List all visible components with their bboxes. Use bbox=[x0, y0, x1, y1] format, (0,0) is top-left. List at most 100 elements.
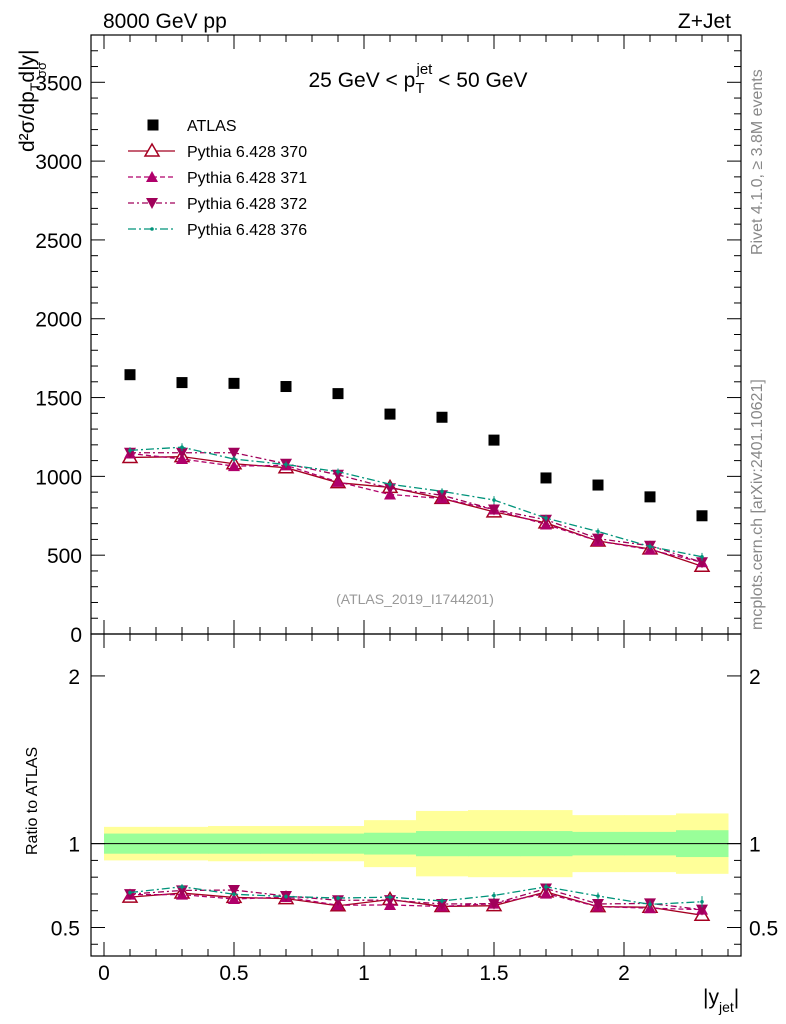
series-4-ratio-point bbox=[284, 894, 288, 899]
x-tick-label: 1 bbox=[358, 962, 370, 985]
y-tick-label: 2500 bbox=[35, 230, 82, 253]
ratio-y-tick-label: 1 bbox=[68, 834, 80, 857]
x-tick-label: 1.5 bbox=[479, 962, 508, 985]
y-tick-label: 1000 bbox=[35, 466, 82, 489]
collision-label: 8000 GeV pp bbox=[103, 10, 227, 33]
series-3-line bbox=[130, 452, 703, 563]
y-tick-label: 1500 bbox=[35, 388, 82, 411]
legend-series-4-marker bbox=[150, 227, 154, 231]
x-label-main: |y bbox=[703, 986, 719, 1009]
atlas-data-point bbox=[644, 491, 656, 503]
series-3-ratio-point bbox=[176, 885, 188, 897]
x-tick-label: 0.5 bbox=[219, 962, 248, 985]
legend-series-2-marker bbox=[146, 171, 158, 182]
series-2-point bbox=[228, 460, 240, 472]
atlas-data-point bbox=[436, 411, 448, 423]
series-3-ratio-point bbox=[228, 885, 240, 897]
y-label-mid: d|y| bbox=[16, 50, 39, 83]
y-tick-label: 2000 bbox=[35, 309, 82, 332]
atlas-data-point bbox=[124, 369, 136, 381]
series-3-point bbox=[176, 447, 188, 459]
series-4-point bbox=[284, 462, 288, 467]
legend-atlas-marker bbox=[147, 119, 159, 131]
series-3-ratio-line bbox=[129, 887, 703, 911]
series-3-ratio-point bbox=[488, 898, 500, 910]
series-2-ratio-point bbox=[228, 893, 240, 905]
x-tick-label: 0 bbox=[98, 962, 110, 985]
series-2-ratio-line bbox=[129, 892, 703, 911]
ratio-y-tick-label-right: 2 bbox=[749, 666, 761, 689]
series-4-line bbox=[129, 446, 703, 558]
legend-series-4-label: Pythia 6.428 376 bbox=[187, 222, 307, 239]
title-sub: T bbox=[415, 80, 424, 97]
ratio-y-tick-label-right: 0.5 bbox=[749, 917, 778, 940]
series-4-point bbox=[388, 482, 392, 487]
series-4-ratio-point bbox=[700, 899, 704, 904]
series-4-point bbox=[180, 445, 184, 450]
y-tick-label: 0 bbox=[70, 624, 82, 647]
atlas-data-point bbox=[280, 381, 292, 393]
series-4-point bbox=[648, 544, 652, 549]
legend-series-1-label: Pythia 6.428 370 bbox=[187, 144, 307, 161]
x-label-close: | bbox=[734, 986, 739, 1009]
series-4-point bbox=[700, 554, 704, 559]
legend-series-3-label: Pythia 6.428 372 bbox=[187, 196, 307, 213]
title-sup: jet bbox=[416, 61, 434, 78]
atlas-data-point bbox=[228, 377, 240, 389]
atlas-data-point bbox=[384, 408, 396, 420]
series-4-point bbox=[440, 489, 444, 494]
y-tick-label: 3000 bbox=[35, 151, 82, 174]
series-1-line bbox=[129, 456, 703, 567]
plot-title: 25 GeV < pTjet < 50 GeV bbox=[309, 61, 528, 97]
y-tick-label: 3500 bbox=[35, 72, 82, 95]
series-4-ratio-point bbox=[648, 902, 652, 907]
legend-series-3-marker bbox=[146, 198, 158, 209]
atlas-data-point bbox=[592, 479, 604, 491]
atlas-data-point bbox=[540, 472, 552, 484]
series-4-point bbox=[492, 498, 496, 502]
series-3-ratio-point bbox=[436, 899, 448, 911]
series-3-point bbox=[592, 533, 604, 545]
ratio-y-label: Ratio to ATLAS bbox=[24, 747, 41, 855]
series-3-ratio-point bbox=[696, 904, 708, 916]
title-prefix: 25 GeV < p bbox=[309, 69, 416, 92]
series-4-ratio-point bbox=[128, 890, 132, 895]
atlas-data-point bbox=[332, 388, 344, 400]
series-4-ratio-point bbox=[596, 894, 600, 898]
y-axis-label: d²σ/dpTd|y| bbox=[16, 50, 43, 152]
legend-series-2-label: Pythia 6.428 371 bbox=[187, 170, 307, 187]
series-4-point bbox=[544, 516, 548, 520]
atlas-data-point bbox=[488, 434, 500, 446]
y-tick-label: 500 bbox=[47, 545, 82, 568]
series-4-ratio-point bbox=[544, 885, 548, 889]
atlas-data-point bbox=[176, 377, 188, 389]
legend-series-1-marker bbox=[143, 142, 161, 157]
series-4-point bbox=[596, 529, 600, 534]
series-4-ratio-point bbox=[180, 884, 184, 889]
legend: ATLAS Pythia 6.428 370 Pythia 6.428 371 Pyt… bbox=[128, 118, 307, 239]
series-4-point bbox=[128, 448, 132, 453]
ratio-panel: 0 0.5 1 1.5 2 0.5 0.5 1 1 2 2 bbox=[51, 633, 778, 985]
ratio-y-tick-label-right: 1 bbox=[749, 834, 761, 857]
series-3-point bbox=[436, 490, 448, 502]
analysis-label: (ATLAS_2019_I1744201) bbox=[336, 591, 494, 607]
series-4-point bbox=[336, 469, 340, 474]
main-panel: 0 500 1000 1500 2000 2500 3000 3500 bbox=[35, 34, 742, 647]
series-3-ratio-point bbox=[592, 898, 604, 910]
rivet-version-label: Rivet 4.1.0, ≥ 3.8M events bbox=[749, 69, 766, 255]
y-label-main: d²σ/dp bbox=[16, 91, 39, 152]
series-3-point bbox=[384, 483, 396, 495]
x-label-sub: jet bbox=[718, 999, 734, 1015]
series-4-ratio-point bbox=[440, 899, 444, 903]
ratio-y-tick-label: 2 bbox=[68, 666, 80, 689]
series-4-ratio-line bbox=[129, 886, 703, 906]
x-tick-label: 2 bbox=[618, 962, 630, 985]
series-4-ratio-point bbox=[336, 896, 340, 900]
x-axis-label: |yjet| bbox=[703, 986, 739, 1015]
series-4-ratio-point bbox=[232, 892, 236, 897]
y-label-sub: T bbox=[27, 82, 43, 91]
series-4-ratio-point bbox=[388, 895, 392, 899]
atlas-data-point bbox=[696, 510, 708, 522]
series-4-ratio-point bbox=[492, 893, 496, 898]
